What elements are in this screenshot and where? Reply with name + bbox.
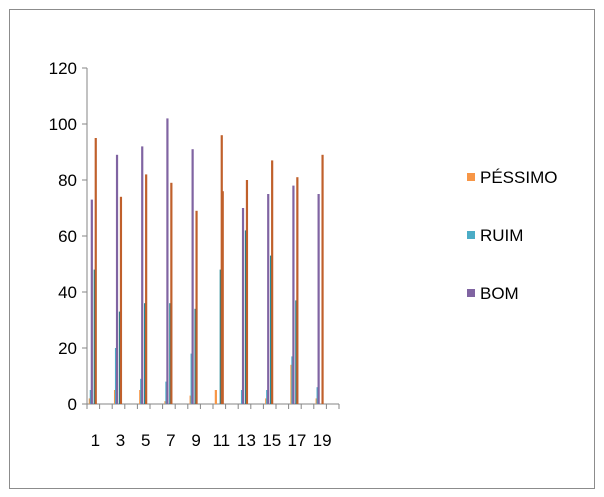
legend-label: RUIM [480, 226, 523, 245]
bar [141, 146, 144, 404]
bar [191, 149, 194, 404]
x-tick-label: 19 [313, 431, 332, 450]
x-tick-label: 13 [237, 431, 256, 450]
bar [166, 118, 169, 405]
legend-swatch [467, 231, 475, 239]
y-tick-label: 40 [58, 283, 77, 302]
legend-label: BOM [480, 284, 519, 303]
bar [214, 390, 217, 404]
bar [271, 160, 274, 404]
y-tick-label: 20 [58, 339, 77, 358]
legend-label: PÉSSIMO [480, 168, 557, 187]
x-tick-label: 3 [116, 431, 125, 450]
bar [90, 199, 93, 404]
y-tick-label: 120 [49, 59, 77, 78]
bar [317, 194, 320, 404]
x-tick-label: 11 [212, 431, 230, 450]
bar [115, 154, 119, 404]
bar [170, 182, 173, 404]
bar [195, 210, 198, 404]
bar [241, 208, 245, 404]
bar [245, 180, 249, 404]
x-tick-label: 5 [141, 431, 150, 450]
legend-swatch [467, 173, 475, 181]
bar [321, 154, 324, 404]
y-tick-label: 80 [58, 171, 77, 190]
bar [221, 191, 224, 404]
y-tick-label: 100 [49, 115, 77, 134]
legend-swatch [467, 289, 475, 297]
bar [119, 196, 123, 404]
y-tick-label: 0 [68, 395, 77, 414]
x-tick-label: 17 [287, 431, 306, 450]
bar [296, 177, 299, 404]
x-tick-label: 1 [91, 431, 100, 450]
y-tick-label: 60 [58, 227, 77, 246]
bar [292, 185, 295, 404]
x-tick-label: 9 [191, 431, 200, 450]
x-tick-label: 15 [262, 431, 281, 450]
bar [267, 194, 270, 404]
x-tick-label: 7 [166, 431, 175, 450]
bar [94, 138, 97, 404]
bar [145, 174, 148, 404]
chart-frame [9, 9, 595, 489]
